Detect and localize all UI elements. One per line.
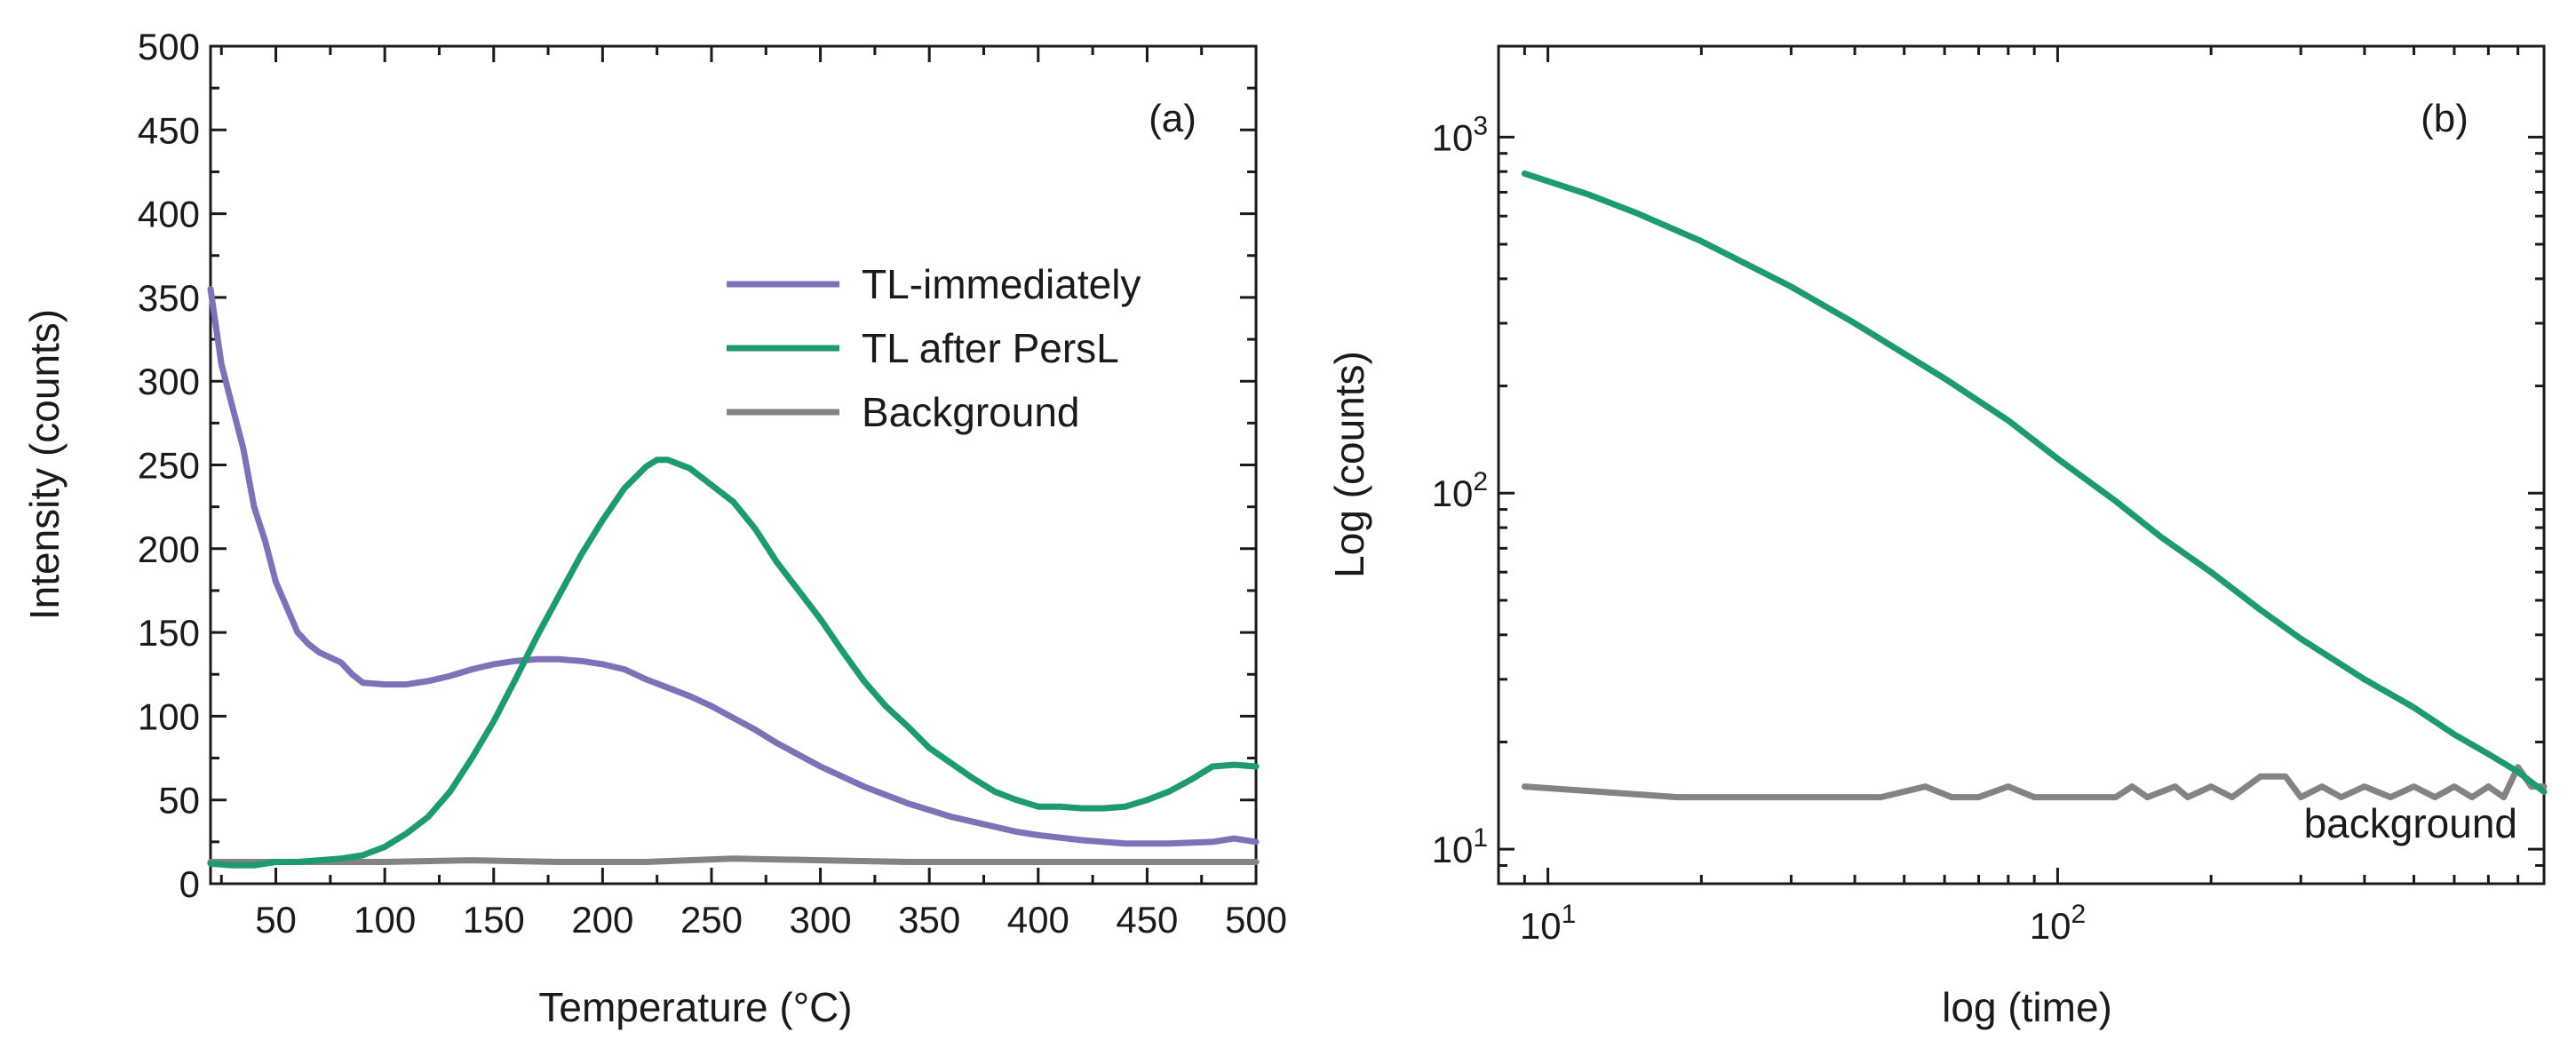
x-tick-label-10: 101 — [1520, 900, 1576, 947]
legend: TL-immediately TL after PersL Background — [727, 261, 1141, 435]
panel-a: 50 100 150 200 250 300 350 400 450 500 0 50 100 150 20… — [21, 26, 1287, 1030]
series-line-persl-decay — [1521, 170, 2548, 795]
panel-a-x-axis-title: Temperature (°C) — [538, 984, 852, 1030]
panel-a-frame — [209, 44, 1258, 885]
y-tick-label-100: 100 — [138, 695, 200, 737]
panel-b-x-axis-title: log (time) — [1942, 984, 2112, 1030]
panel-b-y-axis-title: Log (counts) — [1326, 351, 1372, 578]
y-tick-label-150: 150 — [138, 612, 200, 654]
y-tick-label-100: 102 — [1432, 467, 1488, 514]
legend-label-background: Background — [862, 389, 1080, 435]
y-tick-label-400: 400 — [138, 194, 200, 235]
x-tick-label-250: 250 — [680, 899, 743, 941]
y-tick-label-50: 50 — [158, 780, 200, 822]
series-line-background — [1521, 764, 2548, 801]
x-tick-label-400: 400 — [1007, 899, 1069, 941]
series-line-background — [207, 855, 1260, 865]
y-tick-label-450: 450 — [138, 109, 200, 151]
panel-b-ticks — [1497, 46, 2546, 885]
legend-label-tl-after-persl: TL after PersL — [862, 325, 1119, 371]
series-line-tl-immediately — [207, 286, 1260, 847]
panel-a-label: (a) — [1149, 97, 1197, 140]
x-tick-label-150: 150 — [463, 899, 525, 941]
y-tick-label-200: 200 — [138, 528, 200, 570]
x-tick-label-200: 200 — [571, 899, 633, 941]
y-tick-label-350: 350 — [138, 277, 200, 319]
panel-b-tick-labels: 101 102 101 102 103 — [1432, 111, 2087, 947]
panel-b-series — [1521, 170, 2548, 801]
x-tick-label-500: 500 — [1225, 899, 1287, 941]
y-tick-label-0: 0 — [179, 863, 200, 905]
panel-b-label: (b) — [2421, 97, 2469, 140]
x-tick-label-100: 102 — [2030, 900, 2086, 947]
x-tick-label-100: 100 — [354, 899, 416, 941]
x-tick-label-300: 300 — [790, 899, 852, 941]
panel-b: 101 102 101 102 103 (b) log (time) Log (coun… — [1326, 44, 2548, 1030]
y-tick-label-10: 101 — [1432, 823, 1488, 870]
panel-a-ticks — [211, 44, 1258, 885]
series-line-tl-after-persl — [207, 457, 1260, 869]
panel-b-frame — [1497, 44, 2546, 885]
legend-label-tl-immediately: TL-immediately — [862, 261, 1141, 307]
x-tick-label-450: 450 — [1116, 899, 1178, 941]
panel-a-series — [207, 286, 1260, 869]
x-tick-label-350: 350 — [898, 899, 960, 941]
panel-a-tick-labels: 50 100 150 200 250 300 350 400 450 500 0 50 100 150 20… — [138, 26, 1287, 941]
y-tick-label-1000: 103 — [1432, 111, 1488, 158]
y-tick-label-500: 500 — [138, 26, 200, 67]
x-tick-label-50: 50 — [255, 899, 297, 941]
y-tick-label-250: 250 — [138, 445, 200, 487]
panel-a-y-axis-title: Intensity (counts) — [21, 309, 68, 620]
y-tick-label-300: 300 — [138, 361, 200, 402]
panel-b-background-annotation: background — [2304, 800, 2517, 846]
